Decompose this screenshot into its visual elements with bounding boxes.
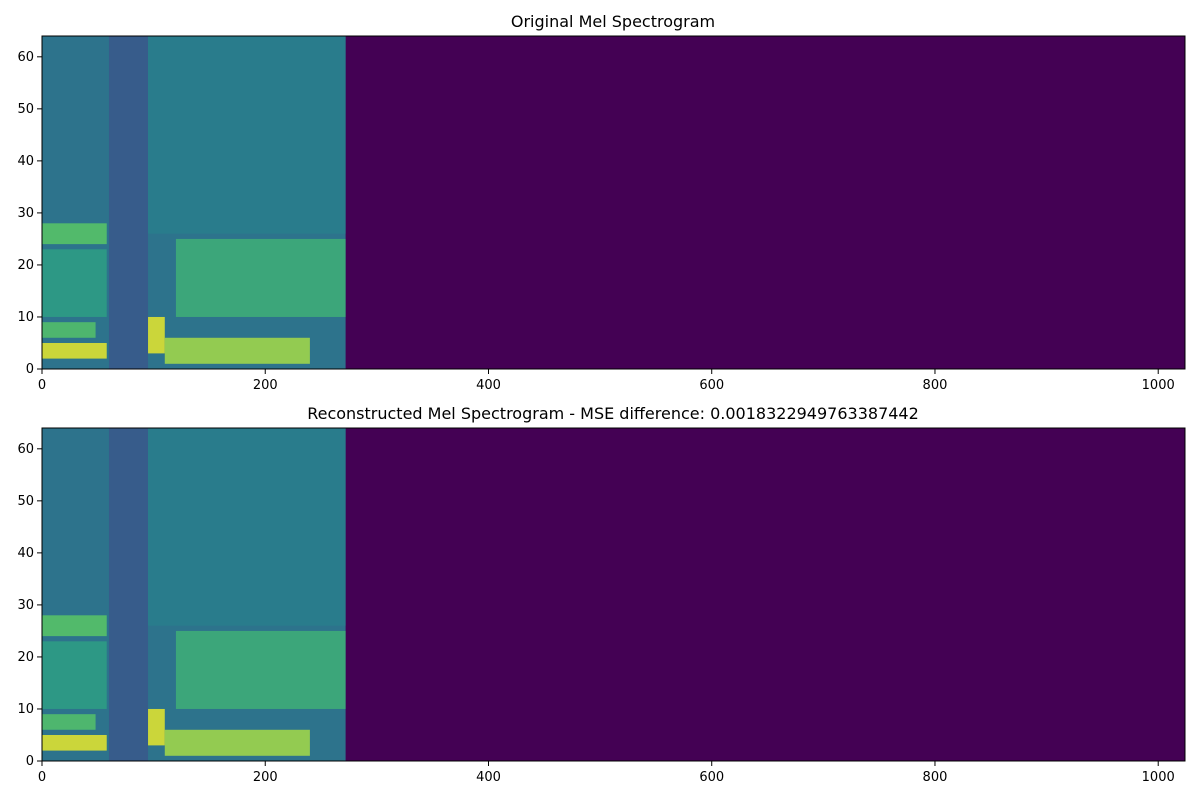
energy-band-8: [148, 36, 346, 234]
x-axis: 0 200 400 600 800 1000: [38, 369, 1175, 393]
x-tick-label: 600: [699, 770, 724, 785]
x-tick-label: 0: [38, 770, 46, 785]
x-tick-label: 0: [38, 378, 46, 393]
y-tick-label: 30: [17, 206, 34, 221]
energy-band-2: [42, 615, 107, 637]
energy-band-7: [175, 630, 346, 709]
y-tick-label: 50: [17, 102, 34, 117]
energy-band-6: [164, 729, 310, 756]
energy-band-4: [108, 428, 149, 761]
energy-band-6: [164, 337, 310, 364]
energy-band-5: [148, 708, 165, 746]
y-axis: 0 10 20 30 40 50 60: [17, 442, 42, 769]
energy-band-4: [108, 36, 149, 369]
y-tick-label: 50: [17, 494, 34, 509]
x-tick-label: 400: [476, 770, 501, 785]
spectrogram-panel-original: Original Mel Spectrogram 0 200 400 600 800 10…: [17, 12, 1186, 393]
chart-title: Reconstructed Mel Spectrogram - MSE diff…: [307, 404, 919, 423]
x-tick-label: 1000: [1142, 378, 1175, 393]
x-tick-label: 1000: [1142, 770, 1175, 785]
y-tick-label: 0: [26, 362, 34, 377]
y-tick-label: 10: [17, 702, 34, 717]
energy-band-1: [42, 322, 96, 338]
energy-band-0: [42, 342, 107, 359]
y-tick-label: 60: [17, 50, 34, 65]
spectrogram-image: [42, 36, 1185, 369]
axes-frame: [41, 35, 1186, 370]
axes-frame: [41, 427, 1186, 762]
x-tick-label: 200: [253, 770, 278, 785]
x-tick-label: 800: [923, 770, 948, 785]
energy-band-3: [42, 641, 107, 709]
energy-band-3: [42, 249, 107, 317]
x-tick-label: 200: [253, 378, 278, 393]
y-tick-label: 0: [26, 754, 34, 769]
energy-band-1: [42, 714, 96, 730]
chart-title: Original Mel Spectrogram: [511, 12, 715, 31]
spectrogram-image: [42, 428, 1185, 761]
x-tick-label: 600: [699, 378, 724, 393]
x-tick-label: 800: [923, 378, 948, 393]
y-tick-label: 10: [17, 310, 34, 325]
x-tick-label: 400: [476, 378, 501, 393]
y-tick-label: 40: [17, 154, 34, 169]
y-tick-label: 40: [17, 546, 34, 561]
x-axis: 0 200 400 600 800 1000: [38, 761, 1175, 785]
energy-band-5: [148, 316, 165, 354]
energy-band-2: [42, 223, 107, 245]
y-tick-label: 30: [17, 598, 34, 613]
y-tick-label: 60: [17, 442, 34, 457]
y-axis: 0 10 20 30 40 50 60: [17, 50, 42, 377]
energy-band-0: [42, 734, 107, 751]
spectrogram-panel-reconstructed: Reconstructed Mel Spectrogram - MSE diff…: [17, 404, 1186, 785]
energy-band-8: [148, 428, 346, 626]
energy-band-7: [175, 238, 346, 317]
y-tick-label: 20: [17, 650, 34, 665]
y-tick-label: 20: [17, 258, 34, 273]
